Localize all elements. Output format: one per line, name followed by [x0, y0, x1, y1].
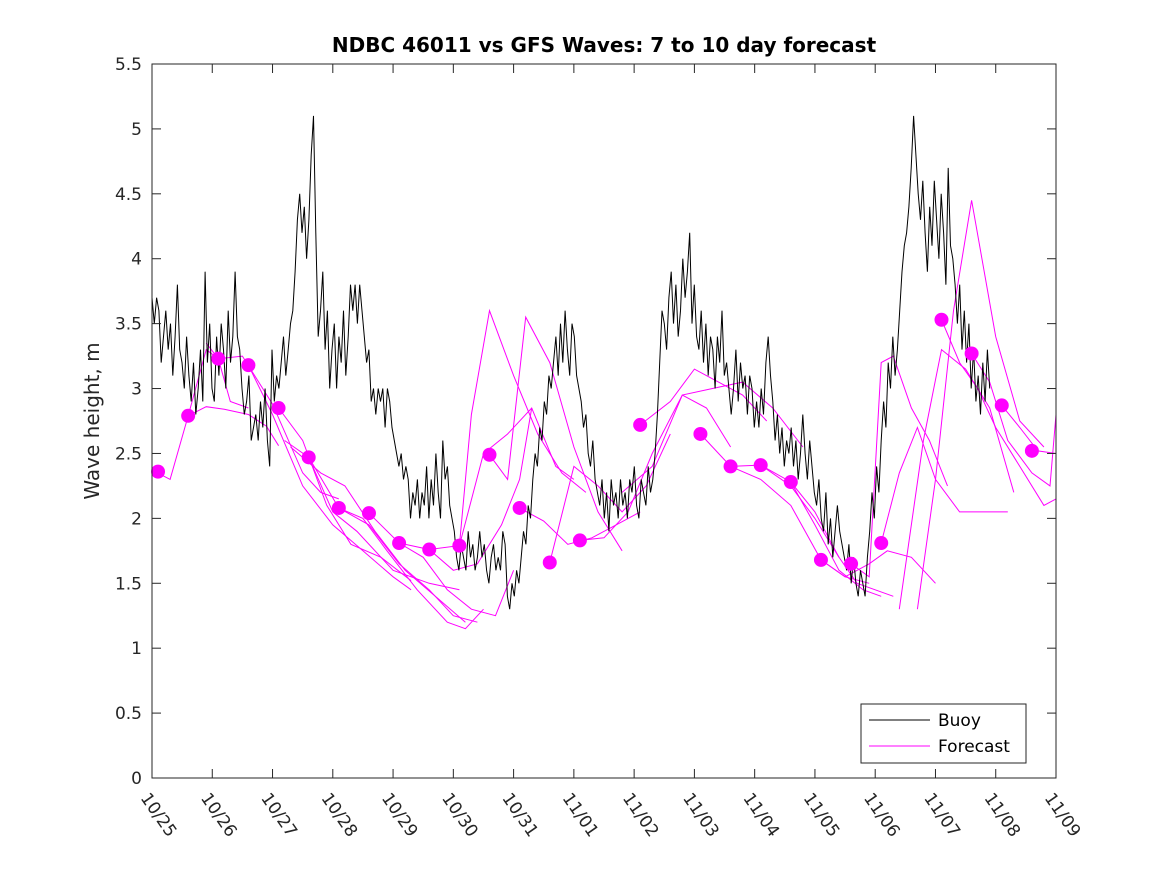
- forecast-start-marker: [271, 401, 286, 416]
- forecast-start-marker: [512, 500, 527, 515]
- x-tick-label: 10/25: [136, 789, 180, 841]
- x-tick-label: 11/07: [919, 789, 963, 841]
- forecast-line: [579, 394, 732, 541]
- plot-background: [152, 64, 1056, 778]
- forecast-start-marker: [844, 556, 859, 571]
- forecast-start-marker: [964, 346, 979, 361]
- forecast-start-marker: [392, 536, 407, 551]
- x-tick-label: 10/30: [437, 789, 481, 841]
- forecast-start-marker: [1024, 443, 1039, 458]
- forecast-start-marker: [211, 351, 226, 366]
- y-tick-label: 4.5: [115, 185, 142, 205]
- forecast-start-marker: [572, 533, 587, 548]
- x-tick-label: 10/31: [498, 789, 542, 841]
- x-tick-label: 11/02: [618, 789, 662, 841]
- x-tick-label: 10/27: [256, 789, 300, 841]
- forecast-start-marker: [633, 417, 648, 432]
- y-tick-label: 2.5: [115, 444, 142, 464]
- y-tick-label: 0: [131, 769, 142, 789]
- y-tick-label: 5: [131, 120, 142, 140]
- y-axis-ticks: 0 0.5 1 1.5 2 2.5 3 3.5 4 4.5 5 5.5: [115, 55, 1056, 789]
- x-tick-label: 11/01: [558, 789, 602, 841]
- x-tick-label: 10/26: [196, 789, 240, 841]
- y-tick-label: 1.5: [115, 574, 142, 594]
- chart-title: NDBC 46011 vs GFS Waves: 7 to 10 day for…: [332, 33, 877, 57]
- forecast-line: [700, 433, 840, 558]
- forecast-line: [971, 353, 1057, 487]
- forecast-start-marker: [331, 500, 346, 515]
- y-tick-label: 5.5: [115, 55, 142, 75]
- legend-buoy-label: Buoy: [938, 711, 981, 731]
- forecast-line: [247, 364, 412, 591]
- forecast-start-marker: [813, 552, 828, 567]
- forecast-start-marker: [181, 408, 196, 423]
- x-tick-label: 10/28: [317, 789, 361, 841]
- x-tick-label: 11/05: [799, 789, 843, 841]
- x-tick-label: 11/03: [678, 789, 722, 841]
- forecast-start-marker: [482, 447, 497, 462]
- forecast-line: [1001, 405, 1057, 454]
- legend-box: [860, 703, 1027, 764]
- x-tick-label: 11/09: [1040, 789, 1084, 841]
- forecast-markers: [151, 312, 1039, 571]
- forecast-start-marker: [753, 458, 768, 473]
- forecast-start-marker: [452, 538, 467, 553]
- x-tick-label: 11/08: [980, 789, 1024, 841]
- x-tick-label: 11/06: [859, 789, 903, 841]
- x-tick-label: 11/04: [739, 789, 783, 841]
- forecast-start-marker: [241, 358, 256, 373]
- forecast-start-marker: [934, 312, 949, 327]
- forecast-start-marker: [994, 398, 1009, 413]
- forecast-line: [338, 507, 484, 630]
- y-tick-label: 3: [131, 380, 142, 400]
- forecast-line: [790, 481, 894, 597]
- forecast-start-marker: [151, 464, 166, 479]
- y-tick-label: 0.5: [115, 704, 142, 724]
- forecast-start-marker: [301, 450, 316, 465]
- forecast-start-marker: [361, 506, 376, 521]
- forecast-line: [916, 200, 1045, 610]
- forecast-start-marker: [723, 459, 738, 474]
- y-tick-label: 3.5: [115, 315, 142, 335]
- forecast-line: [187, 406, 280, 446]
- legend-forecast-label: Forecast: [938, 737, 1010, 757]
- y-axis-label: Wave height, m: [80, 342, 104, 499]
- forecast-start-marker: [783, 475, 798, 490]
- forecast-line: [278, 407, 412, 582]
- y-tick-label: 1: [131, 639, 142, 659]
- forecast-line: [489, 315, 623, 552]
- forecast-line: [850, 355, 948, 578]
- legend: Buoy Forecast: [860, 703, 1027, 764]
- forecast-start-marker: [874, 536, 889, 551]
- forecast-line: [941, 319, 1057, 507]
- y-tick-label: 2: [131, 509, 142, 529]
- y-tick-label: 4: [131, 250, 142, 270]
- forecast-line: [820, 550, 936, 584]
- forecast-line: [458, 308, 587, 546]
- x-tick-label: 10/29: [377, 789, 421, 841]
- forecast-start-marker: [693, 426, 708, 441]
- forecast-line: [154, 348, 249, 481]
- forecast-start-marker: [422, 542, 437, 557]
- plot-area: [151, 64, 1057, 778]
- axes-box: [151, 63, 1057, 779]
- forecast-start-marker: [542, 555, 557, 570]
